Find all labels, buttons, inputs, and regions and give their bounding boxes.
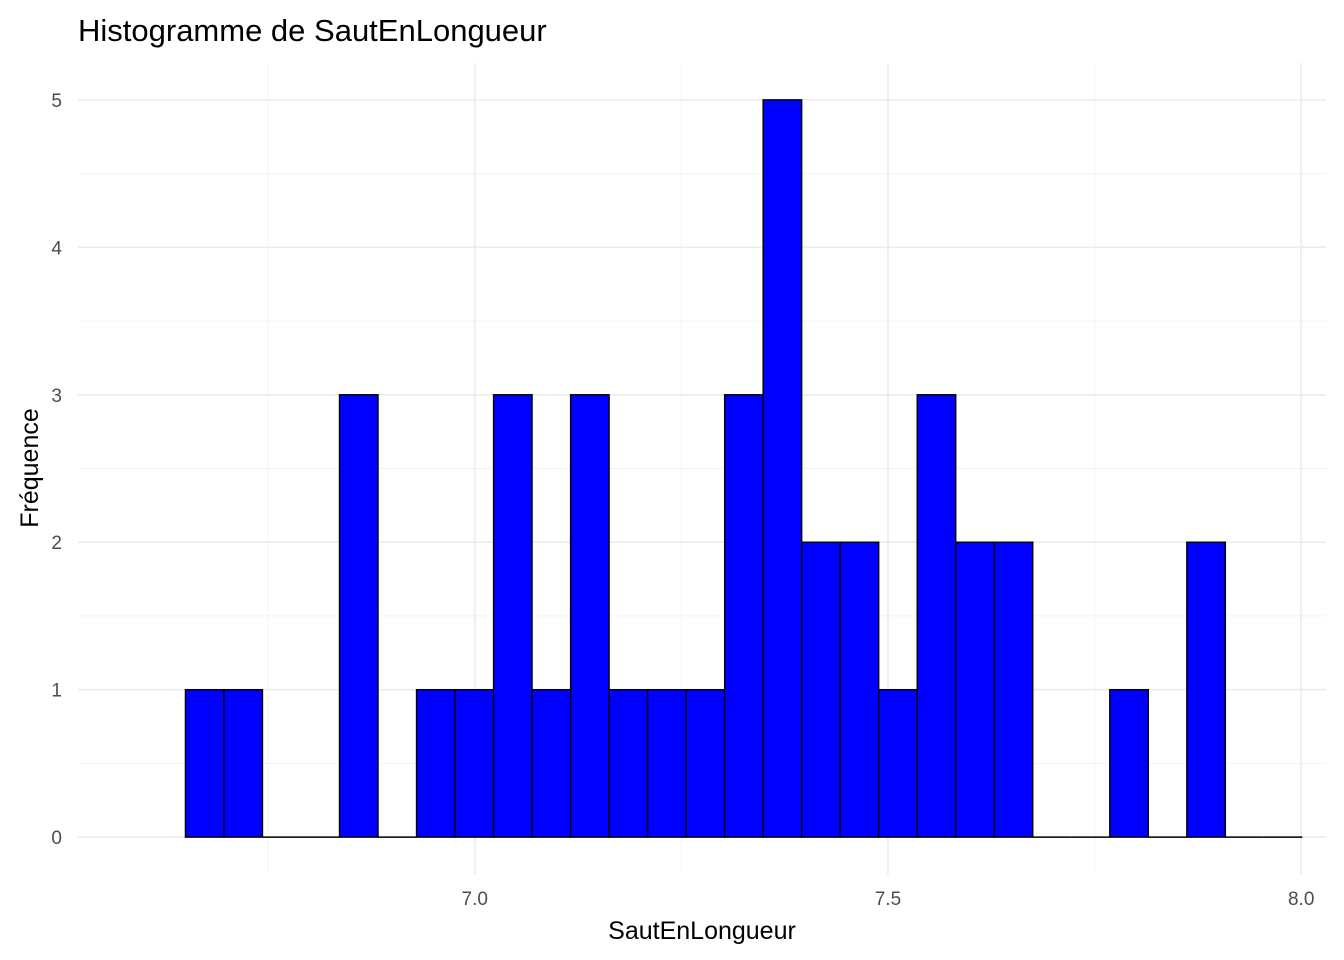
x-tick-label: 7.0 xyxy=(462,889,488,910)
histogram-bar xyxy=(338,394,379,838)
y-tick-label: 3 xyxy=(51,386,62,407)
x-axis-title: SautEnLongueur xyxy=(608,917,796,945)
histogram-bar xyxy=(993,541,1034,838)
y-tick-label: 5 xyxy=(51,91,62,112)
histogram-bar xyxy=(454,688,495,838)
histogram-bar xyxy=(223,688,264,838)
histogram-bar xyxy=(569,394,610,838)
y-tick-label: 4 xyxy=(51,238,62,259)
x-axis-ticks: 7.0 7.5 8.0 xyxy=(462,889,1315,910)
histogram-bar xyxy=(685,688,726,838)
histogram-bar xyxy=(839,541,880,838)
histogram-bar xyxy=(646,688,687,838)
histogram-bar xyxy=(800,541,841,838)
y-tick-label: 0 xyxy=(51,828,62,849)
histogram-bar xyxy=(955,541,995,838)
bars xyxy=(184,99,1303,838)
histogram-bar xyxy=(878,688,918,838)
histogram-bar xyxy=(492,394,533,838)
histogram-bar xyxy=(531,688,572,838)
chart-title: Histogramme de SautEnLongueur xyxy=(78,13,547,48)
histogram-bar xyxy=(1109,688,1150,838)
histogram-bar xyxy=(1186,541,1227,838)
x-tick-label: 7.5 xyxy=(875,889,901,910)
x-tick-label: 8.0 xyxy=(1288,889,1314,910)
y-axis-ticks: 0 1 2 3 4 5 xyxy=(51,91,62,849)
histogram-bar xyxy=(762,99,803,838)
y-axis-title: Fréquence xyxy=(16,408,44,528)
histogram-bar xyxy=(608,688,649,838)
histogram-bar xyxy=(184,688,225,838)
histogram-bar xyxy=(916,394,957,838)
histogram-bar xyxy=(415,688,456,838)
y-tick-label: 2 xyxy=(51,533,62,554)
y-tick-label: 1 xyxy=(51,681,62,702)
histogram-bar xyxy=(723,394,764,838)
